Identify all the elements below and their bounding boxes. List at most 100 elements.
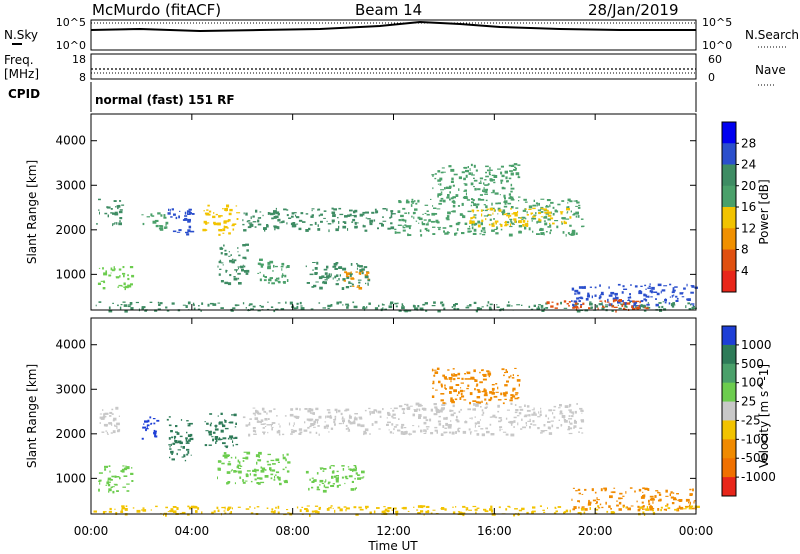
velocity-echo-cell	[153, 432, 157, 435]
power-echo-cell	[374, 307, 379, 310]
velocity-echo-cell	[270, 511, 275, 513]
nave-label: Nave	[755, 63, 786, 77]
velocity-echo-cell	[322, 467, 324, 470]
velocity-echo-cell	[516, 379, 521, 382]
velocity-echo-cell	[357, 477, 362, 480]
velocity-echo-cell	[109, 411, 113, 414]
power-echo-cell	[513, 218, 517, 221]
velocity-echo-cell	[397, 429, 401, 432]
velocity-echo-cell	[235, 443, 239, 446]
velocity-echo-cell	[268, 418, 270, 420]
velocity-echo-cell	[274, 475, 276, 479]
velocity-echo-cell	[557, 506, 562, 508]
velocity-echo-cell	[308, 418, 312, 422]
noise-panel: N.Sky 10^5 10^0 10^5 10^0 N.Search	[4, 16, 799, 52]
power-echo-cell	[573, 300, 578, 303]
power-echo-cell	[394, 231, 397, 234]
power-echo-cell	[533, 304, 536, 307]
velocity-echo-cell	[469, 401, 471, 405]
power-echo-cell	[506, 221, 510, 224]
velocity-echo-cell	[254, 413, 256, 417]
power-echo-cell	[269, 212, 274, 216]
velocity-ytick-label: 2000	[55, 427, 86, 441]
power-echo-cell	[508, 233, 513, 237]
velocity-echo-cell	[264, 418, 268, 421]
power-echo-cell	[164, 226, 167, 229]
power-echo-cell	[272, 270, 274, 272]
velocity-colorbar-segment	[722, 363, 736, 384]
velocity-echo-cell	[512, 374, 514, 377]
velocity-echo-cell	[225, 454, 230, 457]
power-echo-cell	[562, 217, 566, 220]
velocity-echo-cell	[485, 403, 489, 406]
velocity-echo-cell	[543, 511, 546, 513]
velocity-echo-cell	[332, 507, 334, 509]
velocity-echo-cell	[685, 498, 690, 502]
power-echo-cell	[631, 307, 636, 310]
velocity-echo-cell	[630, 505, 634, 507]
power-echo-cell	[498, 209, 502, 212]
power-echo-cell	[398, 200, 402, 204]
velocity-echo-cell	[204, 421, 206, 423]
velocity-echo-cell	[508, 506, 511, 508]
velocity-echo-cell	[107, 479, 109, 483]
power-echo-cell	[453, 307, 456, 311]
noise-left-label: N.Sky	[4, 28, 38, 42]
velocity-echo-cell	[547, 507, 548, 509]
velocity-echo-cell	[444, 508, 447, 511]
velocity-echo-cell	[326, 508, 329, 509]
power-echo-cell	[345, 286, 350, 289]
xtick-label: 00:00	[679, 524, 714, 538]
velocity-echo-cell	[267, 453, 271, 456]
power-echo-cell	[343, 280, 346, 282]
power-echo-cell	[426, 213, 430, 216]
power-echo-cell	[213, 212, 215, 214]
velocity-echo-cell	[256, 506, 260, 508]
velocity-echo-cell	[433, 374, 436, 377]
velocity-ylabel: Slant Range [km]	[25, 364, 39, 468]
velocity-echo-cell	[518, 412, 522, 415]
power-echo-cell	[608, 286, 610, 289]
velocity-echo-cell	[475, 403, 478, 407]
power-echo-cell	[273, 225, 277, 228]
velocity-echo-cell	[407, 510, 410, 512]
power-echo-cell	[502, 212, 505, 216]
velocity-echo-cell	[594, 512, 598, 515]
power-echo-cell	[217, 222, 221, 226]
power-echo-cell	[671, 306, 675, 308]
velocity-echo-cell	[433, 369, 437, 371]
velocity-echo-cell	[404, 403, 406, 406]
velocity-echo-cell	[275, 506, 277, 509]
power-echo-cell	[643, 298, 646, 301]
power-echo-cell	[491, 224, 495, 227]
power-echo-cell	[477, 203, 480, 206]
velocity-echo-cell	[518, 406, 522, 408]
power-echo-cell	[417, 305, 420, 308]
velocity-echo-cell	[279, 425, 281, 428]
velocity-echo-cell	[568, 432, 573, 435]
velocity-echo-cell	[455, 384, 460, 386]
velocity-echo-cell	[201, 511, 203, 514]
power-echo-cell	[401, 306, 405, 310]
power-echo-region	[97, 266, 135, 291]
velocity-echo-cell	[231, 469, 233, 471]
velocity-echo-cell	[335, 479, 339, 483]
power-echo-cell	[242, 223, 245, 226]
velocity-echo-cell	[509, 420, 514, 424]
power-echo-cell	[636, 305, 639, 307]
power-echo-cell	[273, 212, 276, 215]
power-echo-cell	[546, 199, 551, 202]
power-echo-cell	[633, 302, 637, 304]
power-echo-cell	[487, 169, 489, 172]
power-echo-cell	[308, 227, 311, 231]
power-echo-cell	[382, 220, 387, 222]
power-echo-cell	[113, 200, 117, 202]
velocity-echo-cell	[113, 483, 118, 485]
velocity-echo-cell	[402, 408, 406, 410]
power-echo-cell	[353, 305, 358, 309]
power-echo-cell	[223, 221, 227, 224]
velocity-echo-cell	[277, 476, 281, 480]
power-echo-cell	[394, 302, 398, 305]
velocity-echo-cell	[316, 420, 319, 424]
